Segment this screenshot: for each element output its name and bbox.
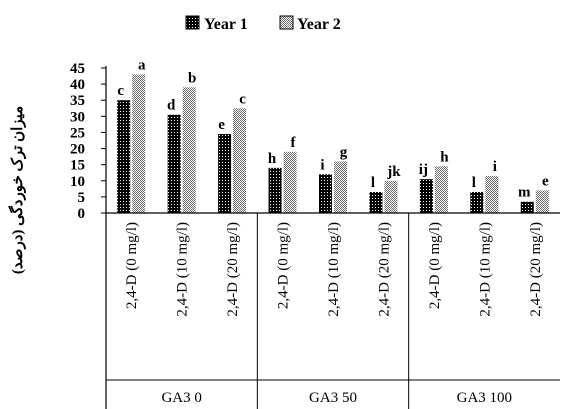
y-tick-label: 5	[78, 190, 86, 206]
legend-swatch-year-1	[185, 15, 200, 30]
group-label: GA3 0	[161, 390, 201, 406]
legend: Year 1 Year 2	[185, 15, 341, 33]
category-label: 2,4-D (0 mg/l)	[427, 222, 443, 309]
significance-letter: c	[117, 83, 124, 99]
significance-letter: d	[167, 98, 176, 114]
category-label: 2,4-D (20 mg/l)	[376, 222, 392, 317]
y-tick-label: 40	[70, 77, 85, 93]
significance-letter: b	[188, 70, 196, 86]
significance-letter: m	[518, 185, 531, 201]
bar-year-1	[319, 174, 332, 213]
bar-year-2	[132, 74, 146, 213]
y-tick-label: 10	[70, 174, 85, 190]
category-labels: 2,4-D (0 mg/l) 2,4-D (10 mg/l) 2,4-D (20 m…	[124, 222, 544, 317]
bar-year-2	[485, 175, 499, 213]
y-tick-label: 30	[70, 109, 85, 125]
significance-letter: ij	[419, 162, 428, 178]
category-label: 2,4-D (20 mg/l)	[225, 222, 241, 317]
legend-label-year-2: Year 2	[297, 16, 341, 33]
significance-letter: a	[138, 57, 146, 73]
group-labels: GA3 0 GA3 50 GA3 100	[161, 390, 512, 406]
axes	[105, 66, 560, 409]
significance-letter: l	[472, 175, 476, 191]
bar-year-2	[334, 161, 347, 213]
group-label: GA3 100	[457, 390, 512, 406]
significance-letter: l	[371, 175, 375, 191]
y-tick-label: 0	[78, 206, 86, 222]
significance-letter: e	[542, 173, 549, 189]
bar-year-2	[384, 180, 398, 213]
y-tick-label: 35	[70, 93, 85, 109]
bar-year-1	[520, 201, 534, 213]
bar-year-2	[283, 151, 297, 213]
significance-letter: i	[493, 159, 497, 175]
bar-year-1	[218, 134, 232, 213]
bar-year-2	[233, 108, 247, 213]
category-label: 2,4-D (10 mg/l)	[175, 222, 191, 317]
y-tick-label: 20	[70, 142, 85, 158]
bar-year-2	[182, 87, 196, 213]
significance-letter: jk	[386, 164, 401, 180]
bar-year-1	[117, 100, 131, 213]
legend-label-year-1: Year 1	[204, 16, 248, 33]
bar-year-2	[535, 190, 549, 213]
category-label: 2,4-D (0 mg/l)	[124, 222, 140, 309]
y-tick-label: 45	[70, 61, 85, 77]
bar-year-1	[369, 192, 383, 213]
category-label: 2,4-D (10 mg/l)	[477, 222, 493, 317]
category-label: 2,4-D (0 mg/l)	[276, 222, 292, 309]
significance-letter: g	[340, 144, 348, 160]
significance-letter: h	[440, 149, 449, 165]
category-label: 2,4-D (20 mg/l)	[528, 222, 544, 317]
significance-letter: i	[320, 157, 324, 173]
significance-letter: c	[239, 91, 246, 107]
bar-year-1	[419, 179, 433, 213]
bar-year-1	[470, 192, 484, 213]
y-tick-label: 25	[70, 125, 85, 141]
bar-year-1	[268, 167, 282, 213]
y-axis-title: میزان ترک خوردگی (درصد)	[8, 106, 26, 274]
y-tick-label: 15	[70, 158, 85, 174]
legend-swatch-year-2	[279, 15, 294, 30]
bar-year-1	[167, 114, 181, 213]
significance-letter: e	[218, 117, 225, 133]
significance-letter: h	[268, 151, 277, 167]
group-label: GA3 50	[309, 390, 357, 406]
bars	[117, 74, 549, 213]
category-label: 2,4-D (10 mg/l)	[326, 222, 342, 317]
significance-letter: f	[291, 135, 297, 151]
bar-year-2	[434, 166, 448, 213]
